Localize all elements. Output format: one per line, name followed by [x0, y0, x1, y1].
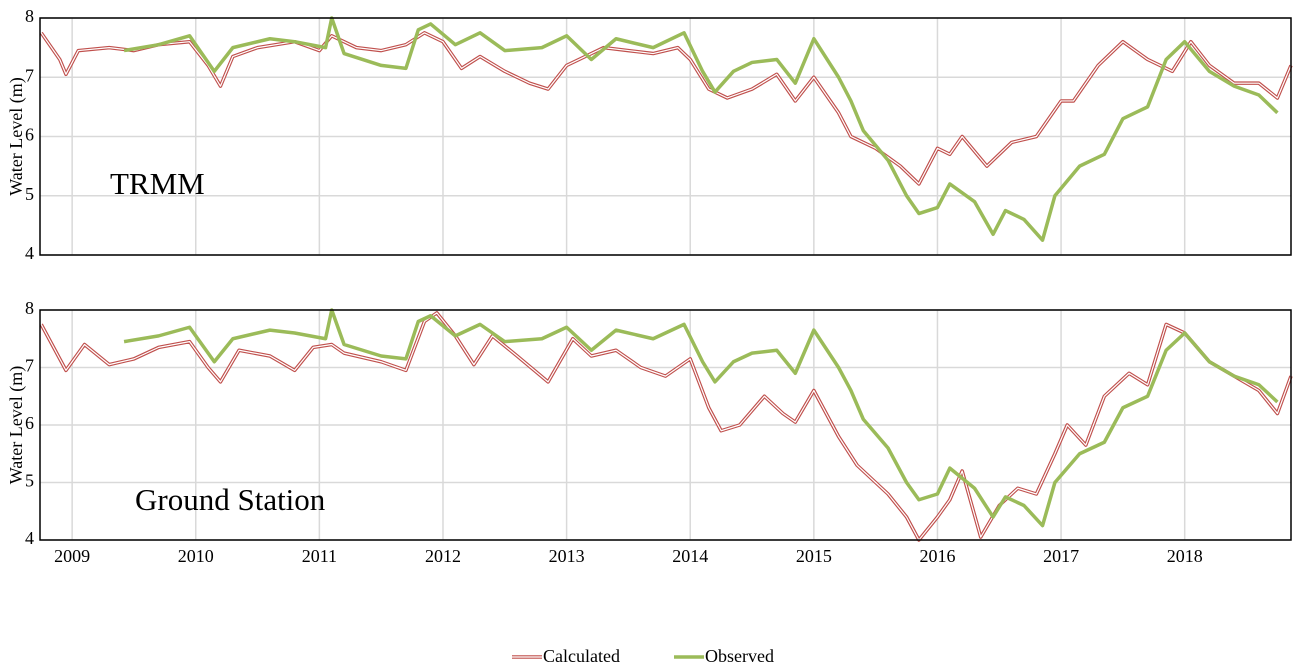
- legend-label: Calculated: [543, 646, 620, 666]
- x-tick-label: 2018: [1167, 546, 1203, 566]
- plot-border: [39, 17, 1292, 256]
- y-tick-label: 4: [25, 243, 34, 263]
- plot-border: [39, 309, 1292, 541]
- y-tick-label: 5: [25, 184, 34, 204]
- series-line: [123, 16, 1279, 242]
- y-axis-label: Water Level (m): [6, 366, 27, 485]
- x-tick-label: 2016: [919, 546, 955, 566]
- panel-label: TRMM: [110, 166, 205, 201]
- x-tick-label: 2013: [549, 546, 585, 566]
- x-tick-label: 2012: [425, 546, 461, 566]
- y-tick-label: 6: [25, 413, 34, 433]
- y-tick-label: 7: [25, 356, 34, 376]
- x-tick-label: 2015: [796, 546, 832, 566]
- y-tick-label: 5: [25, 471, 34, 491]
- y-tick-label: 8: [25, 6, 34, 26]
- series-line-inner: [40, 32, 1292, 185]
- x-tick-label: 2010: [178, 546, 214, 566]
- y-tick-label: 4: [25, 528, 34, 548]
- panel-label: Ground Station: [135, 482, 326, 517]
- series-line-inner: [40, 312, 1292, 541]
- y-axis-label: Water Level (m): [6, 77, 27, 196]
- legend-label: Observed: [705, 646, 774, 666]
- x-tick-label: 2017: [1043, 546, 1079, 566]
- x-tick-label: 2009: [54, 546, 90, 566]
- y-tick-label: 6: [25, 125, 34, 145]
- y-tick-label: 8: [25, 298, 34, 318]
- y-tick-label: 7: [25, 65, 34, 85]
- x-tick-label: 2011: [302, 546, 337, 566]
- x-tick-label: 2014: [672, 546, 708, 566]
- series-line: [123, 308, 1279, 528]
